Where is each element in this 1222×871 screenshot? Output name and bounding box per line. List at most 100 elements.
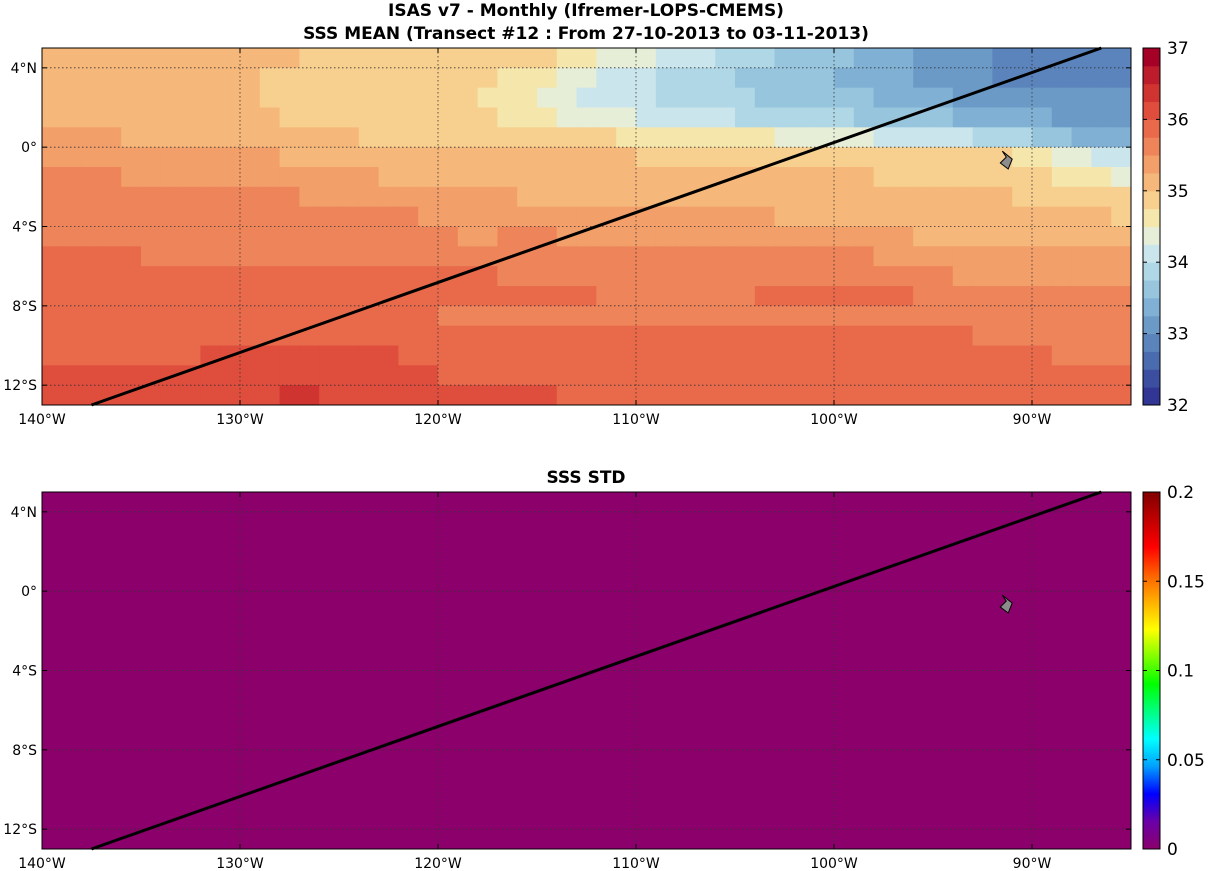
sss-cell bbox=[240, 186, 261, 208]
sss-cell bbox=[378, 206, 399, 228]
sss-cell bbox=[200, 87, 221, 109]
sss-cell bbox=[675, 87, 696, 109]
sss-cell bbox=[101, 345, 122, 366]
sss-cell bbox=[240, 107, 261, 128]
sss-cell bbox=[457, 345, 479, 366]
sss-cell bbox=[537, 167, 558, 188]
sss-cell bbox=[834, 87, 855, 109]
sss-cell bbox=[259, 286, 281, 307]
sss-cell bbox=[814, 186, 835, 208]
sss-cell bbox=[1032, 87, 1053, 109]
sss-cell bbox=[240, 127, 261, 148]
sss-cell bbox=[655, 286, 677, 307]
sss-cell bbox=[358, 325, 380, 347]
colorbar-tick-label: 34 bbox=[1167, 253, 1189, 273]
sss-cell bbox=[616, 226, 637, 247]
sss-cell bbox=[200, 226, 221, 247]
sss-cell bbox=[952, 107, 974, 128]
sss-cell bbox=[358, 48, 380, 69]
sss-cell bbox=[556, 305, 578, 327]
sss-cell bbox=[1012, 147, 1033, 168]
sss-cell bbox=[556, 127, 578, 148]
sss-cell bbox=[1071, 365, 1092, 386]
sss-cell bbox=[358, 206, 380, 228]
sss-cell bbox=[339, 48, 360, 69]
sss-cell bbox=[556, 186, 578, 208]
sss-cell bbox=[497, 226, 518, 247]
sss-cell bbox=[42, 305, 63, 327]
sss-cell bbox=[576, 385, 597, 405]
sss-cell bbox=[497, 87, 518, 109]
sss-cell bbox=[299, 206, 320, 228]
sss-cell bbox=[596, 345, 617, 366]
sss-cell bbox=[952, 365, 974, 386]
sss-cell bbox=[200, 127, 221, 148]
sss-cell bbox=[893, 365, 914, 386]
sss-cell bbox=[457, 67, 479, 89]
sss-cell bbox=[1071, 186, 1092, 208]
sss-cell bbox=[279, 286, 300, 307]
sss-cell bbox=[121, 67, 142, 89]
sss-cell bbox=[952, 325, 974, 347]
sss-cell bbox=[259, 147, 281, 168]
sss-cell bbox=[1071, 266, 1092, 287]
sss-cell bbox=[121, 206, 142, 228]
sss-cell bbox=[477, 365, 498, 386]
sss-cell bbox=[794, 67, 815, 89]
sss-cell bbox=[1091, 226, 1112, 247]
sss-cell bbox=[715, 206, 736, 228]
sss-cell bbox=[180, 186, 201, 208]
sss-cell bbox=[576, 67, 597, 89]
sss-cell bbox=[893, 286, 914, 307]
sss-cell bbox=[814, 147, 835, 168]
sss-cell bbox=[418, 345, 439, 366]
sss-cell bbox=[675, 325, 696, 347]
sss-cell bbox=[160, 87, 182, 109]
sss-cell bbox=[81, 365, 102, 386]
sss-cell bbox=[358, 127, 380, 148]
sss-cell bbox=[160, 167, 182, 188]
sss-cell bbox=[279, 305, 300, 327]
sss-cell bbox=[398, 167, 419, 188]
colorbar-tick-label: 0.2 bbox=[1167, 483, 1194, 503]
sss-cell bbox=[121, 107, 142, 128]
sss-cell bbox=[616, 107, 637, 128]
sss-cell bbox=[497, 345, 518, 366]
sss-cell bbox=[61, 385, 83, 405]
sss-cell bbox=[81, 246, 102, 267]
colorbar-tick-label: 33 bbox=[1167, 325, 1189, 345]
sss-cell bbox=[655, 67, 677, 89]
sss-cell bbox=[913, 147, 934, 168]
sss-cell bbox=[180, 107, 201, 128]
sss-cell bbox=[596, 48, 617, 69]
sss-cell bbox=[695, 206, 716, 228]
sss-cell bbox=[240, 305, 261, 327]
sss-cell bbox=[299, 385, 320, 405]
sss-cell bbox=[279, 206, 300, 228]
sss-std-colorbar: 0 0.05 0.1 0.15 0.2 bbox=[1142, 483, 1205, 860]
sss-cell bbox=[1091, 385, 1112, 405]
colorbar-swatch bbox=[1143, 351, 1160, 370]
sss-cell bbox=[893, 186, 914, 208]
sss-cell bbox=[240, 266, 261, 287]
sss-std-axes: 140°W 130°W 120°W 110°W 100°W 90°W 4°N 0° 4°S 8°S… bbox=[3, 491, 1132, 871]
sss-cell bbox=[418, 167, 439, 188]
sss-cell bbox=[636, 226, 657, 247]
sss-cell bbox=[477, 87, 498, 109]
sss-cell bbox=[477, 266, 498, 287]
sss-cell bbox=[42, 365, 63, 386]
sss-cell bbox=[457, 385, 479, 405]
sss-cell bbox=[834, 385, 855, 405]
sss-cell bbox=[457, 48, 479, 69]
sss-cell bbox=[358, 246, 380, 267]
sss-cell bbox=[655, 305, 677, 327]
transect-line bbox=[91, 46, 1102, 407]
sss-cell bbox=[972, 186, 993, 208]
sss-cell bbox=[42, 345, 63, 366]
sss-cell bbox=[358, 186, 380, 208]
sss-cell bbox=[537, 365, 558, 386]
sss-cell bbox=[913, 325, 934, 347]
sss-cell bbox=[121, 246, 142, 267]
sss-cell bbox=[299, 186, 320, 208]
sss-cell bbox=[814, 266, 835, 287]
